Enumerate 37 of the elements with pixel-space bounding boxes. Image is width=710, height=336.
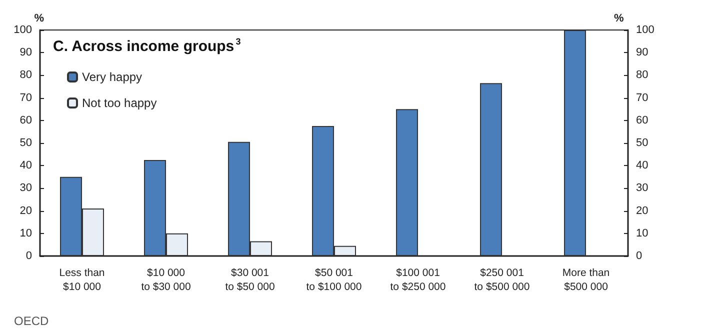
y-tick-label: 90 [20, 46, 32, 59]
y2-tick-label: 40 [636, 160, 648, 172]
text: OECD [14, 314, 50, 328]
x-tick-label: $30 001 to $50 000 [225, 267, 275, 293]
y2-tick-label: 90 [636, 46, 648, 59]
y2-tick-label: 60 [636, 114, 648, 126]
bar [564, 30, 586, 256]
y2-tick-label: 80 [636, 69, 648, 82]
x-tick-label: $10 000 to $30 000 [141, 267, 191, 293]
legend-label: Not too happy [82, 96, 157, 110]
bar [396, 109, 418, 256]
y-tick-label: 40 [20, 160, 32, 172]
y-tick-label: 80 [20, 69, 32, 82]
y-tick-label: 70 [20, 92, 32, 104]
y2-tick-label: 20 [636, 204, 648, 217]
y-tick-label: 100 [14, 24, 32, 36]
y-tick-label: 60 [20, 114, 32, 126]
y-tick-label: 30 [20, 182, 32, 194]
x-tick-label: $50 001 to $100 000 [306, 267, 362, 293]
y-tick-label: 20 [20, 204, 32, 217]
y2-tick-label: 70 [636, 92, 648, 104]
x-tick-label: More than $500 000 [562, 267, 610, 293]
x-tick-label: $100 001 to $250 000 [390, 267, 446, 293]
y2-tick-label: 10 [636, 227, 648, 240]
y2-axis-title: % [614, 12, 624, 24]
y2-tick-label: 0 [636, 250, 642, 262]
bar [480, 83, 502, 256]
legend-label: Very happy [82, 70, 142, 84]
x-tick-label: Less than $10 000 [59, 267, 105, 293]
y-axis-title: % [34, 12, 44, 24]
y2-tick-label: 30 [636, 182, 648, 194]
x-tick-label: $250 001 to $500 000 [474, 267, 530, 293]
y-tick-label: 10 [20, 227, 32, 240]
y2-tick-label: 50 [636, 137, 648, 149]
y2-tick-label: 100 [636, 24, 654, 36]
y-tick-label: 50 [20, 137, 32, 149]
y-tick-label: 0 [26, 250, 32, 262]
